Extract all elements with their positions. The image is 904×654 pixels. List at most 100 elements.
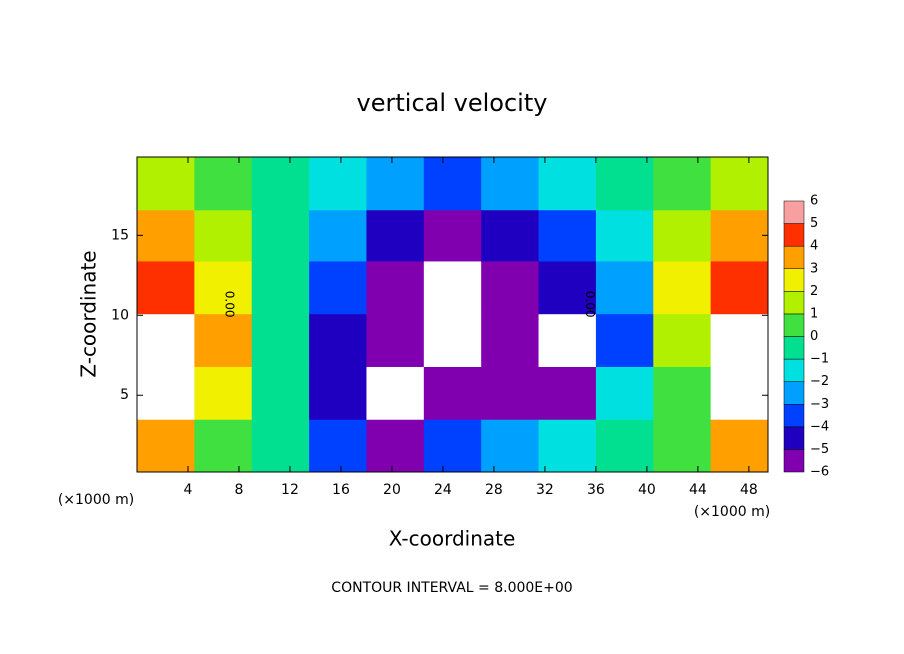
cell [538, 157, 597, 211]
cell [710, 419, 769, 473]
colorbar-swatch [783, 358, 805, 382]
cell [538, 313, 597, 367]
cell [137, 366, 195, 420]
cell [423, 419, 482, 473]
colorbar-label: −5 [810, 442, 829, 457]
y-tick-label: 15 [111, 227, 129, 243]
x-tick-label: 48 [740, 482, 758, 498]
colorbar-label: −1 [810, 352, 829, 367]
cell [366, 313, 425, 367]
colorbar-label: 6 [810, 194, 818, 209]
colorbar-label: 2 [810, 284, 818, 299]
colorbar-label: −2 [810, 374, 829, 389]
colorbar-label: 5 [810, 216, 818, 231]
colorbar-swatch [783, 336, 805, 360]
cell [538, 366, 597, 420]
cell [653, 366, 712, 420]
x-tick-label: 12 [281, 482, 299, 498]
cell [481, 366, 540, 420]
cell [309, 157, 367, 211]
cell [595, 313, 654, 367]
x-tick-label: 20 [383, 482, 401, 498]
cell [194, 366, 253, 420]
x-tick-label: 44 [689, 482, 707, 498]
cell [481, 209, 540, 262]
colorbar-label: −3 [810, 397, 829, 412]
cell [481, 313, 540, 367]
cell [366, 260, 425, 315]
x-tick-label: 4 [184, 482, 193, 498]
cell [194, 313, 253, 367]
cell [710, 209, 769, 262]
cell [251, 260, 310, 315]
cell [653, 209, 712, 262]
cell [194, 419, 253, 473]
colorbar-swatch [783, 449, 805, 473]
x-tick-label: 16 [332, 482, 350, 498]
cell [309, 209, 367, 262]
colorbar-label: −6 [810, 465, 829, 480]
cell [653, 313, 712, 367]
cell [538, 209, 597, 262]
y-tick-label: 10 [111, 307, 129, 323]
cell [366, 366, 425, 420]
colorbar-label: 1 [810, 306, 818, 321]
colorbar-label: 4 [810, 239, 818, 254]
x-axis-label: X-coordinate [389, 527, 516, 551]
cell [194, 260, 253, 315]
colorbar-label: 3 [810, 261, 818, 276]
cell [309, 419, 367, 473]
cell [710, 313, 769, 367]
cell [194, 157, 253, 211]
cell [538, 260, 597, 315]
cell [137, 313, 195, 367]
x-tick-label: 28 [485, 482, 503, 498]
cell [653, 260, 712, 315]
x-tick-label: 8 [235, 482, 244, 498]
cell [538, 419, 597, 473]
colorbar-swatch [783, 223, 805, 247]
cell [423, 157, 482, 211]
cell [251, 419, 310, 473]
cell [251, 366, 310, 420]
cell [366, 209, 425, 262]
colorbar-swatch [783, 245, 805, 270]
cell [653, 419, 712, 473]
cell [653, 157, 712, 211]
cell [481, 419, 540, 473]
cell [251, 313, 310, 367]
cell [423, 260, 482, 315]
cell [710, 260, 769, 315]
colorbar-swatch [783, 268, 805, 292]
cell [309, 366, 367, 420]
contour-label: 0.00 [222, 291, 236, 318]
colorbar-swatch [783, 291, 805, 315]
cell [137, 260, 195, 315]
cell [251, 157, 310, 211]
x-tick-label: 32 [536, 482, 554, 498]
colorbar-swatch [783, 426, 805, 450]
cell [595, 419, 654, 473]
cell [251, 209, 310, 262]
cell [710, 366, 769, 420]
cell [595, 260, 654, 315]
cell [137, 419, 195, 473]
cell [710, 157, 769, 211]
colorbar-swatch [783, 313, 805, 337]
cell [366, 419, 425, 473]
x-unit: (×1000 m) [58, 492, 134, 508]
cell [595, 366, 654, 420]
x-tick-label: 24 [434, 482, 452, 498]
cell [137, 209, 195, 262]
colorbar-label: −4 [810, 419, 829, 434]
x-tick-label: 36 [587, 482, 605, 498]
cell [595, 157, 654, 211]
contour-label: 0.00 [583, 291, 597, 318]
plot-frame [136, 156, 769, 473]
cell [595, 209, 654, 262]
cell [481, 157, 540, 211]
colorbar-swatch [783, 200, 805, 224]
cell [309, 313, 367, 367]
colorbar-swatch [783, 404, 805, 428]
